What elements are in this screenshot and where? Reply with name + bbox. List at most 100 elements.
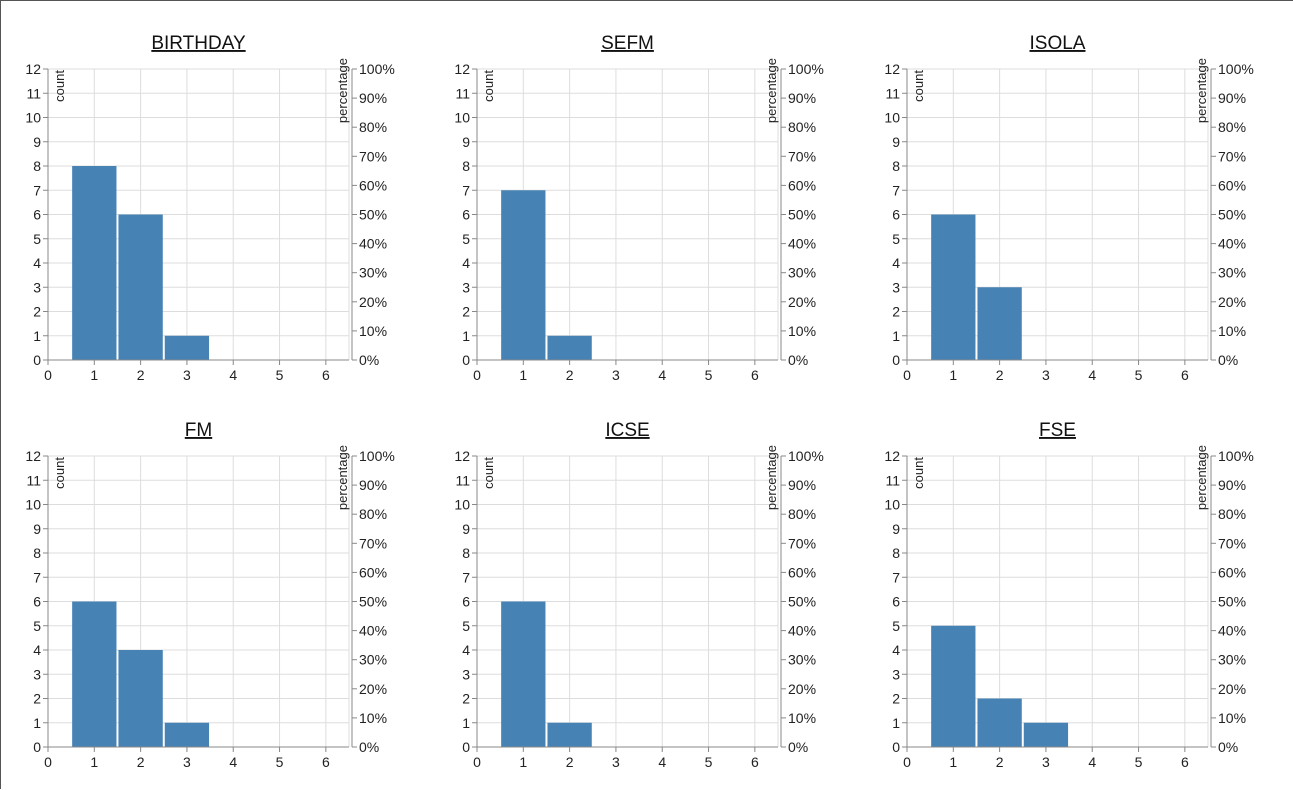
y2-tick-label: 70% xyxy=(788,148,816,164)
y-tick-label: 9 xyxy=(462,134,470,150)
chart-title: ISOLA xyxy=(1030,33,1086,54)
y-tick-label: 2 xyxy=(462,691,470,707)
y-tick-label: 10 xyxy=(454,497,470,513)
y-tick-label: 7 xyxy=(462,569,470,585)
y-tick-label: 6 xyxy=(892,594,900,610)
y2-tick-label: 30% xyxy=(359,652,387,668)
x-tick-label: 0 xyxy=(44,754,52,770)
x-axis: 0 1 2 3 4 5 6 xyxy=(44,746,349,770)
bar-1 xyxy=(72,166,117,360)
y-tick-label: 8 xyxy=(892,545,900,561)
y-axis-right: 0% 10% 20% 30% 40% 50% 60% 70% 80% 90% 100% xyxy=(351,61,395,368)
y2-tick-label: 60% xyxy=(359,564,387,580)
y2-tick-label: 100% xyxy=(1218,61,1254,77)
y-tick-label: 6 xyxy=(33,594,41,610)
x-tick-label: 4 xyxy=(1088,367,1096,383)
x-axis: 0 1 2 3 4 5 6 xyxy=(903,359,1208,383)
y-axis-right: 0% 10% 20% 30% 40% 50% 60% 70% 80% 90% 100% xyxy=(780,448,824,755)
bar-2 xyxy=(977,287,1022,360)
y-axis-right: 0% 10% 20% 30% 40% 50% 60% 70% 80% 90% 100% xyxy=(780,61,824,368)
y-tick-label: 11 xyxy=(455,85,470,101)
y-tick-label: 10 xyxy=(884,497,900,513)
chart-title: FSE xyxy=(1039,420,1076,441)
y2-tick-label: 100% xyxy=(1218,448,1254,464)
y2-tick-label: 50% xyxy=(1218,594,1246,610)
y2-tick-label: 20% xyxy=(788,681,816,697)
y2-tick-label: 40% xyxy=(359,236,387,252)
y-tick-label: 12 xyxy=(454,61,470,77)
bars xyxy=(72,166,210,360)
x-tick-label: 1 xyxy=(949,754,957,770)
y2-tick-label: 100% xyxy=(359,448,395,464)
y2-tick-label: 50% xyxy=(788,594,816,610)
bar-1 xyxy=(931,214,976,360)
y2-tick-label: 10% xyxy=(1218,710,1246,726)
x-tick-label: 3 xyxy=(183,754,191,770)
bars xyxy=(931,214,1022,360)
y2-tick-label: 90% xyxy=(1218,477,1246,493)
x-tick-label: 0 xyxy=(903,367,911,383)
y-tick-label: 5 xyxy=(892,618,900,634)
y-tick-label: 8 xyxy=(892,158,900,174)
y2-tick-label: 0% xyxy=(788,352,808,368)
bars xyxy=(931,625,1069,747)
y-tick-label: 3 xyxy=(462,666,470,682)
y-tick-label: 9 xyxy=(33,521,41,537)
x-tick-label: 6 xyxy=(1181,367,1189,383)
y-tick-label: 11 xyxy=(455,472,470,488)
bar-3 xyxy=(164,722,210,747)
y2-tick-label: 70% xyxy=(359,148,387,164)
y2-axis-title: percentage xyxy=(335,58,350,123)
y-tick-label: 8 xyxy=(462,545,470,561)
y2-tick-label: 30% xyxy=(788,652,816,668)
x-tick-label: 2 xyxy=(137,367,145,383)
x-tick-label: 4 xyxy=(229,754,237,770)
x-tick-label: 3 xyxy=(612,754,620,770)
x-tick-label: 0 xyxy=(473,367,481,383)
y2-tick-label: 50% xyxy=(359,207,387,223)
y-axis-title: count xyxy=(481,457,496,489)
chart-title: FM xyxy=(185,420,212,441)
x-tick-label: 1 xyxy=(949,367,957,383)
y-axis-right: 0% 10% 20% 30% 40% 50% 60% 70% 80% 90% 100% xyxy=(1210,448,1254,755)
y2-tick-label: 10% xyxy=(788,323,816,339)
bar-1 xyxy=(72,601,117,747)
x-tick-label: 5 xyxy=(1135,367,1143,383)
x-tick-label: 1 xyxy=(90,754,98,770)
y2-tick-label: 10% xyxy=(359,323,387,339)
y-tick-label: 11 xyxy=(885,472,900,488)
y2-tick-label: 50% xyxy=(359,594,387,610)
y-tick-label: 5 xyxy=(462,231,470,247)
y2-tick-label: 10% xyxy=(1218,323,1246,339)
bars xyxy=(501,601,592,747)
y2-tick-label: 60% xyxy=(788,564,816,580)
x-tick-label: 0 xyxy=(903,754,911,770)
y2-axis-title: percentage xyxy=(1194,58,1209,123)
y-tick-label: 6 xyxy=(892,207,900,223)
y-tick-label: 12 xyxy=(25,448,41,464)
y-tick-label: 10 xyxy=(884,110,900,126)
y-tick-label: 7 xyxy=(892,182,900,198)
y-tick-label: 1 xyxy=(33,328,41,344)
y2-tick-label: 20% xyxy=(788,294,816,310)
x-tick-label: 3 xyxy=(183,367,191,383)
x-tick-label: 6 xyxy=(751,754,759,770)
x-tick-label: 5 xyxy=(276,754,284,770)
y-tick-label: 10 xyxy=(25,497,41,513)
y-tick-label: 9 xyxy=(33,134,41,150)
y2-tick-label: 80% xyxy=(788,506,816,522)
bar-2 xyxy=(118,214,163,360)
y2-tick-label: 80% xyxy=(359,119,387,135)
y-tick-label: 8 xyxy=(462,158,470,174)
bar-1 xyxy=(931,625,976,747)
bars xyxy=(501,190,592,360)
y-tick-label: 5 xyxy=(462,618,470,634)
y2-tick-label: 0% xyxy=(1218,352,1238,368)
